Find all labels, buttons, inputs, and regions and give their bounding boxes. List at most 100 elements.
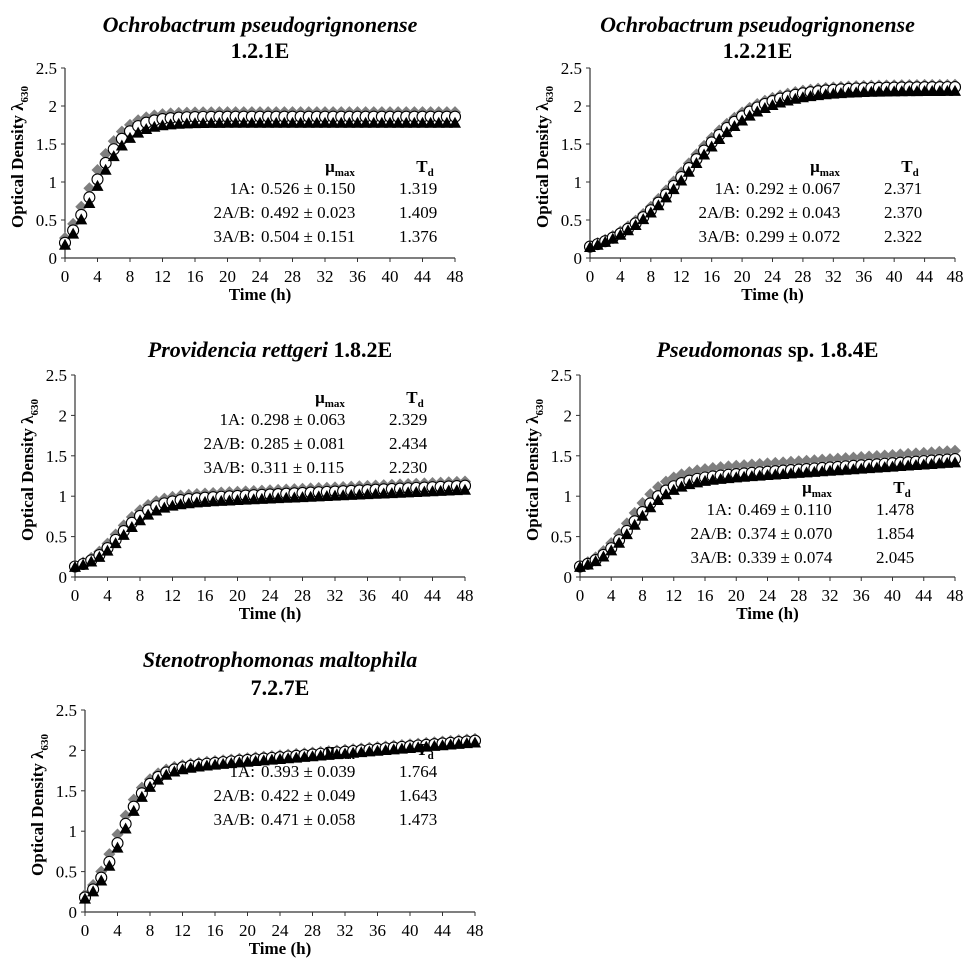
- chart-panel-1-2-1E: Ochrobactrum pseudogrignonense 1.2.1E 0 0.5…: [0, 10, 480, 330]
- data-point-triangle: [894, 460, 907, 472]
- data-point-triangle: [449, 116, 461, 128]
- data-point-triangle: [67, 227, 80, 239]
- data-point-triangle: [134, 514, 146, 526]
- y-tick-label: 2.5: [46, 366, 67, 385]
- data-point-triangle: [312, 490, 325, 502]
- data-point-diamond: [847, 451, 860, 464]
- data-point-diamond: [886, 448, 899, 461]
- y-axis-label-subscript: 630: [39, 734, 51, 751]
- data-point-triangle: [412, 741, 425, 753]
- stat-row-td: 2.230: [389, 458, 427, 477]
- data-point-triangle: [127, 804, 140, 816]
- data-point-triangle: [949, 84, 961, 96]
- chart-title: Pseudomonas sp. 1.8.4E: [656, 337, 879, 362]
- y-tick-label: 1.5: [46, 447, 67, 466]
- data-point-triangle: [761, 469, 774, 481]
- data-point-triangle: [152, 773, 165, 785]
- data-point-triangle: [392, 116, 405, 128]
- mu-max-header: μmax: [802, 478, 832, 500]
- y-axis-label-main: Optical Density λ: [8, 102, 27, 228]
- data-point-diamond: [784, 455, 797, 468]
- data-point-triangle: [459, 483, 471, 495]
- data-point-triangle: [174, 498, 187, 510]
- y-axis-label: Optical Density λ630: [533, 86, 556, 228]
- y-axis-label-main: Optical Density λ: [28, 750, 47, 876]
- y-axis-label: Optical Density λ630: [28, 734, 51, 876]
- y-axis-label: Optical Density λ630: [8, 86, 31, 228]
- x-tick-label: 20: [239, 921, 256, 940]
- stat-row-mu: 0.339 ± 0.074: [738, 548, 833, 567]
- td-header: Td: [416, 740, 433, 762]
- data-point-diamond: [917, 446, 930, 459]
- data-point-triangle: [387, 743, 400, 755]
- data-point-triangle: [713, 132, 726, 144]
- data-point-triangle: [418, 485, 431, 497]
- data-point-triangle: [808, 465, 821, 477]
- x-tick-label: 4: [616, 267, 625, 286]
- stats-table: μmax Td 1A: 0.292 ± 0.067 2.371 2A/B: 0.292 ± …: [698, 157, 922, 246]
- data-point-triangle: [599, 235, 612, 247]
- chart-svg: Stenotrophomonas maltophila 7.2.7E 0 0.5 1 1.…: [28, 647, 484, 958]
- stat-row-td: 1.854: [876, 524, 915, 543]
- x-tick-label: 48: [447, 267, 464, 286]
- data-point-triangle: [424, 116, 437, 128]
- stat-row-mu: 0.292 ± 0.043: [746, 203, 840, 222]
- data-point-diamond: [808, 454, 821, 467]
- data-point-triangle: [878, 461, 891, 473]
- x-tick-label: 16: [197, 586, 214, 605]
- td-symbol: T: [406, 388, 418, 407]
- td-symbol: T: [893, 478, 905, 497]
- y-tick-label: 0.5: [46, 528, 67, 547]
- mu-max-header: μmax: [810, 157, 840, 179]
- td-header: Td: [416, 157, 433, 179]
- stat-row-name: 3A/B:: [213, 810, 255, 829]
- data-point-diamond: [902, 447, 915, 460]
- stat-row-mu: 0.526 ± 0.150: [261, 179, 355, 198]
- chart-title-species: Pseudomonas: [656, 337, 783, 362]
- y-tick-label: 2: [59, 406, 68, 425]
- data-point-triangle: [855, 462, 868, 474]
- stat-row-mu: 0.311 ± 0.115: [251, 458, 344, 477]
- data-point-triangle: [792, 466, 805, 478]
- stat-row-name: 1A:: [707, 500, 733, 519]
- data-point-triangle: [192, 760, 205, 772]
- data-point-triangle: [237, 116, 250, 128]
- data-point-triangle: [375, 116, 388, 128]
- x-tick-label: 36: [853, 586, 870, 605]
- x-tick-label: 44: [414, 267, 432, 286]
- data-point-triangle: [125, 520, 138, 532]
- chart-title: Ochrobactrum pseudogrignonense: [103, 12, 418, 37]
- data-point-triangle: [286, 116, 299, 128]
- chart-title-strain: sp. 1.8.4E: [782, 337, 878, 362]
- td-symbol: T: [416, 157, 428, 176]
- data-point-triangle: [87, 885, 100, 897]
- chart-panel-1-8-4E: Pseudomonas sp. 1.8.4E 0 0.5 1 1.5 2 2.5 0 4 8 12 1…: [490, 325, 970, 645]
- data-point-triangle: [207, 495, 220, 507]
- stat-row-mu: 0.469 ± 0.110: [738, 500, 832, 519]
- data-point-triangle: [460, 737, 473, 749]
- y-tick-label: 2: [574, 97, 583, 116]
- data-point-triangle: [925, 457, 938, 469]
- data-point-triangle: [135, 790, 148, 802]
- x-axis-label: Time (h): [229, 285, 292, 304]
- td-subscript: d: [905, 488, 911, 500]
- y-tick-label: 1: [69, 822, 78, 841]
- y-axis-label-subscript: 630: [19, 86, 31, 103]
- data-point-triangle: [675, 174, 688, 186]
- data-point-diamond: [894, 448, 907, 461]
- data-point-triangle: [917, 458, 930, 470]
- data-point-triangle: [322, 748, 335, 760]
- data-point-triangle: [160, 768, 173, 780]
- chart-title-species: Ochrobactrum pseudogrignonense: [103, 12, 418, 37]
- y-tick-label: 2.5: [56, 701, 77, 720]
- mu-subscript: max: [335, 167, 356, 179]
- x-tick-label: 0: [71, 586, 80, 605]
- y-tick-label: 1: [49, 173, 58, 192]
- x-tick-label: 32: [337, 921, 354, 940]
- data-point-triangle: [182, 497, 195, 509]
- x-tick-label: 32: [317, 267, 334, 286]
- data-point-triangle: [379, 744, 392, 756]
- data-point-triangle: [870, 461, 883, 473]
- x-tick-label: 44: [916, 267, 934, 286]
- y-tick-label: 0: [59, 568, 68, 587]
